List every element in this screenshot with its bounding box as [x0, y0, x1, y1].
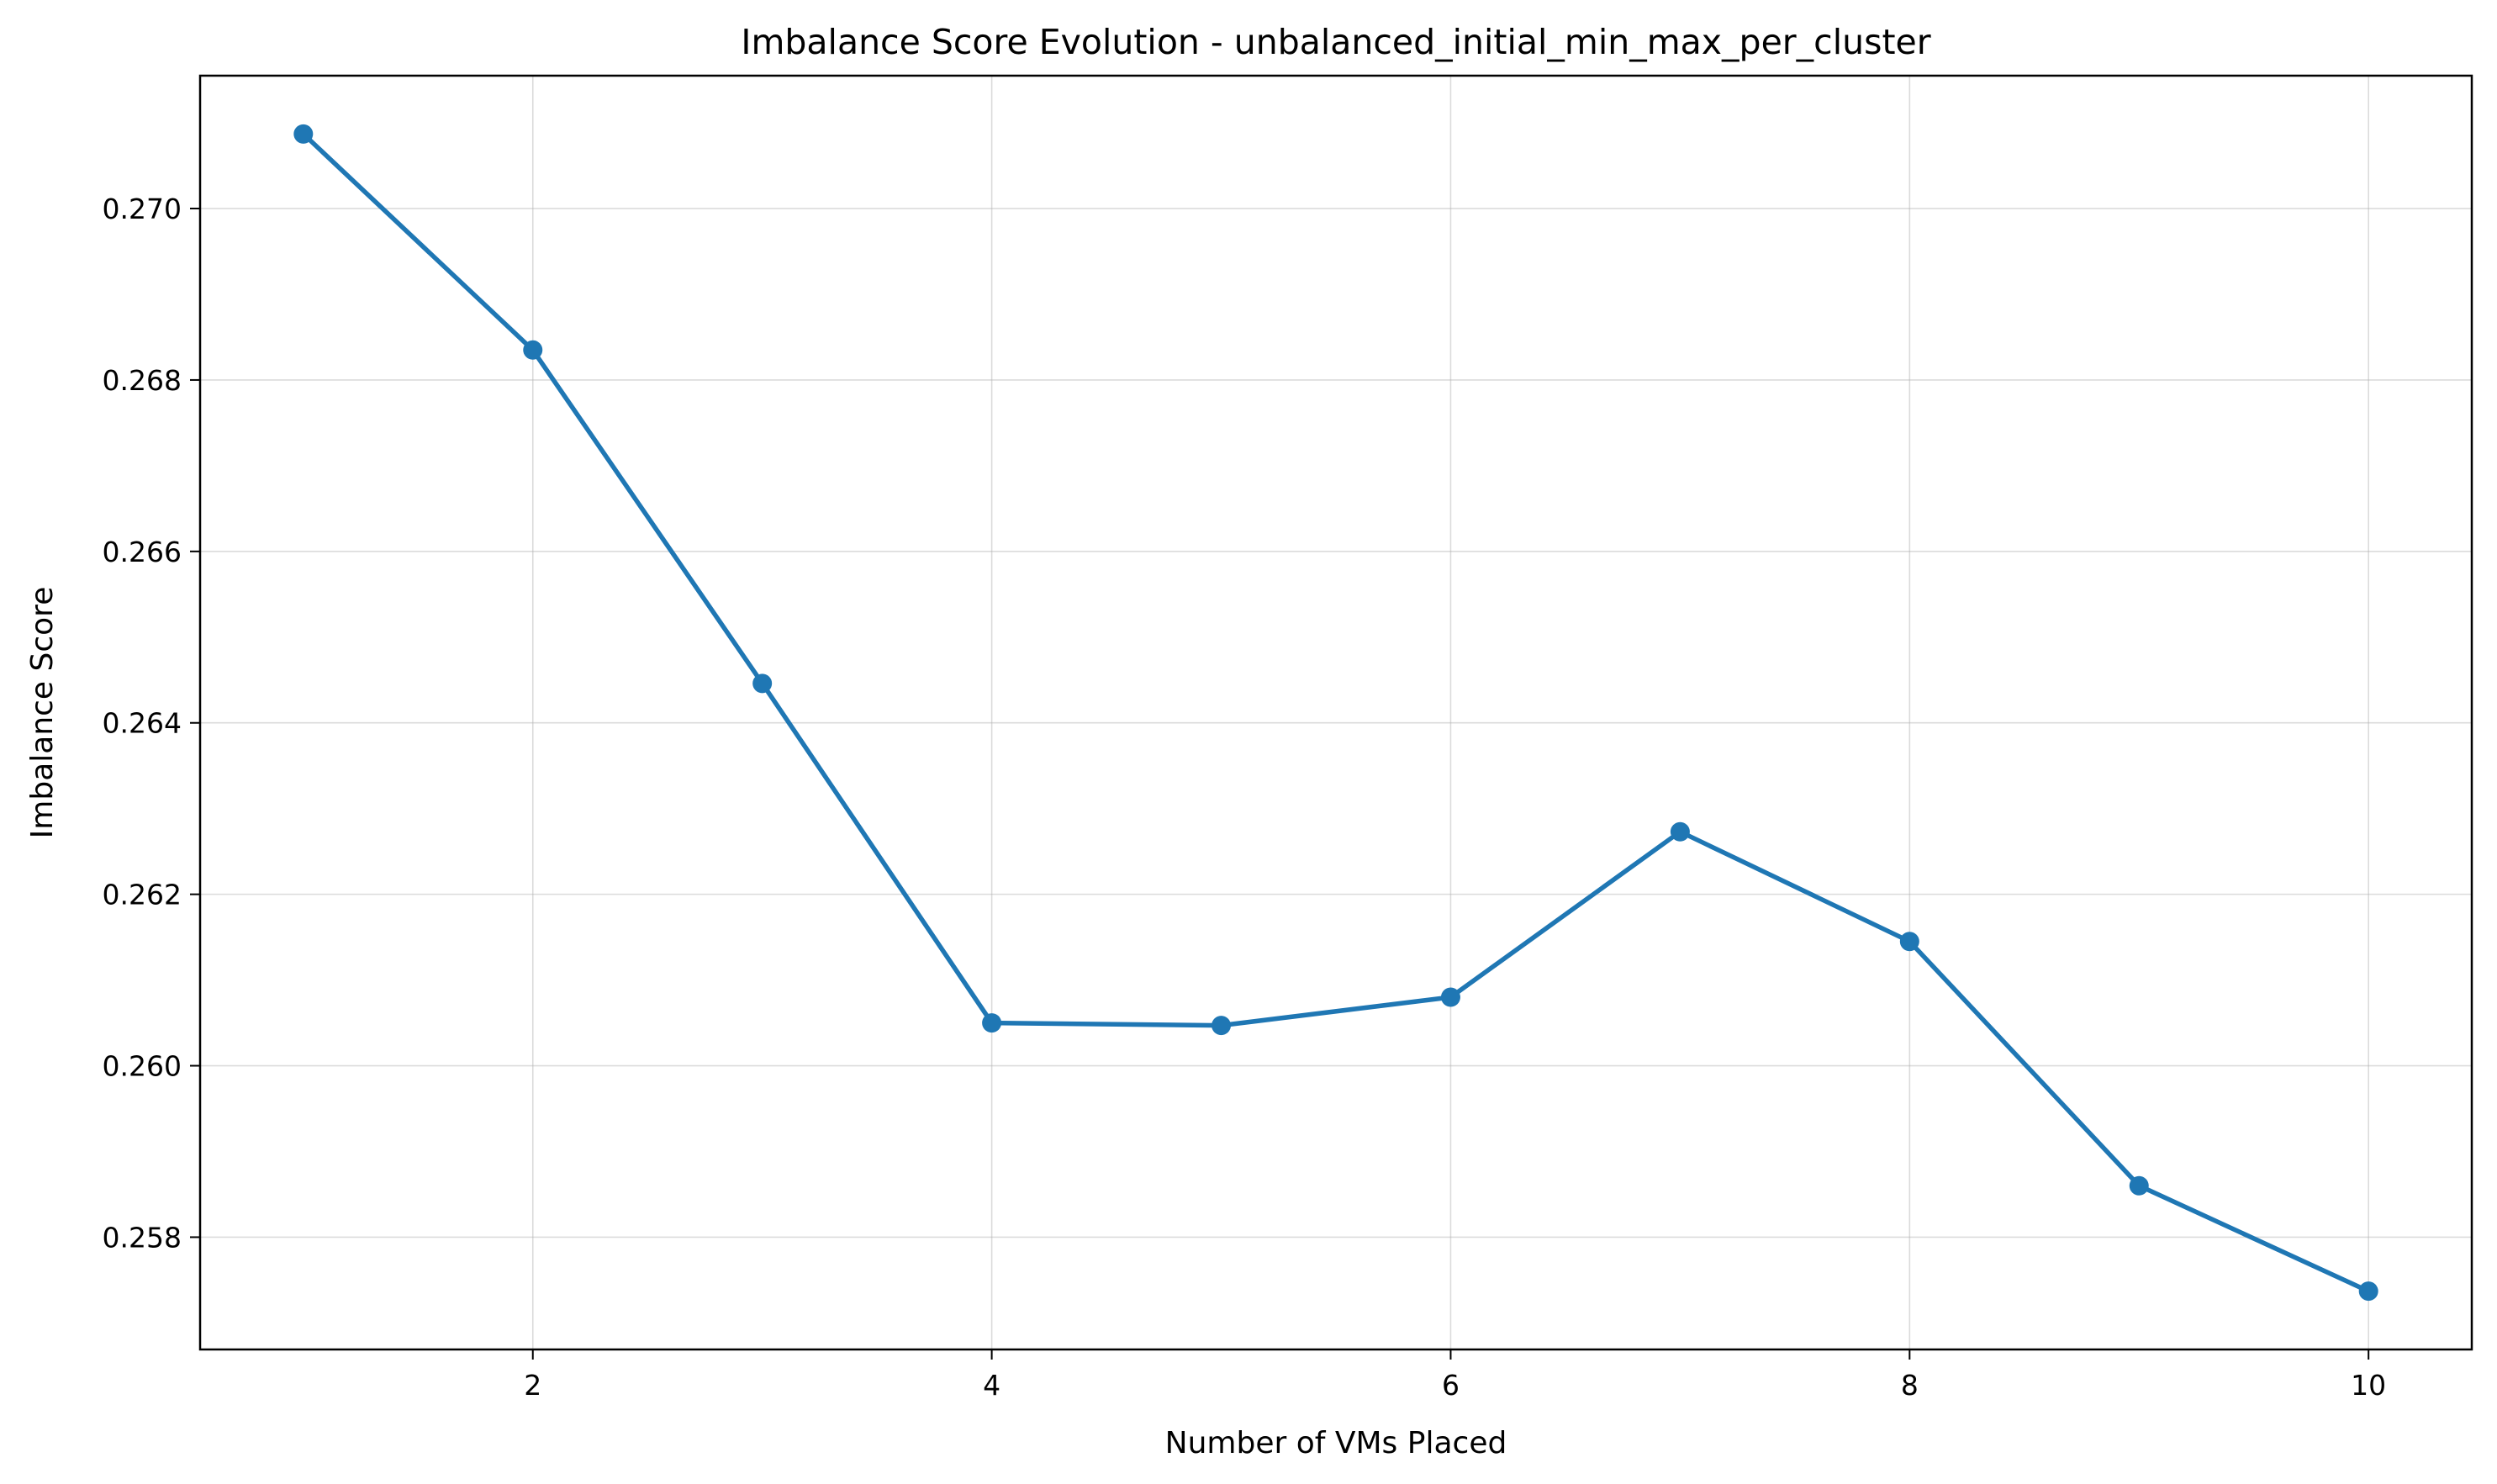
y-tick-label: 0.260: [103, 1050, 182, 1083]
data-point: [982, 1013, 1002, 1033]
data-point: [1212, 1016, 1232, 1036]
data-point: [752, 673, 773, 694]
x-tick-label: 4: [983, 1369, 1000, 1402]
data-point: [2358, 1281, 2378, 1302]
series-line: [301, 131, 2371, 1294]
data-point: [523, 340, 543, 360]
y-tick-label: 0.266: [103, 536, 182, 568]
data-point: [1440, 987, 1460, 1007]
x-axis-label: Number of VMs Placed: [1165, 1426, 1507, 1460]
x-tick-label: 2: [524, 1369, 541, 1402]
y-tick-label: 0.262: [103, 879, 182, 911]
x-tick-label: 10: [2351, 1369, 2386, 1402]
y-tick-label: 0.258: [103, 1221, 182, 1254]
x-tick-label: 8: [1901, 1369, 1919, 1402]
series-layer: [293, 124, 2378, 1302]
chart-title: Imbalance Score Evolution - unbalanced_i…: [741, 22, 1930, 62]
data-point: [1670, 821, 1690, 842]
x-tick-label: 6: [1442, 1369, 1460, 1402]
y-tick-label: 0.264: [103, 707, 182, 740]
y-tick-label: 0.268: [103, 364, 182, 397]
y-axis-label: Imbalance Score: [25, 587, 60, 839]
axis-ticks: 2 4 6 8 10 0.258 0.260 0.262 0.264 0.266 0.268 0.27…: [103, 193, 2387, 1402]
grid-lines: [200, 76, 2472, 1349]
data-point: [1899, 932, 1919, 952]
data-point: [293, 124, 314, 144]
data-point: [2129, 1175, 2149, 1196]
y-tick-label: 0.270: [103, 193, 182, 225]
plot-frame: [198, 74, 2473, 1351]
